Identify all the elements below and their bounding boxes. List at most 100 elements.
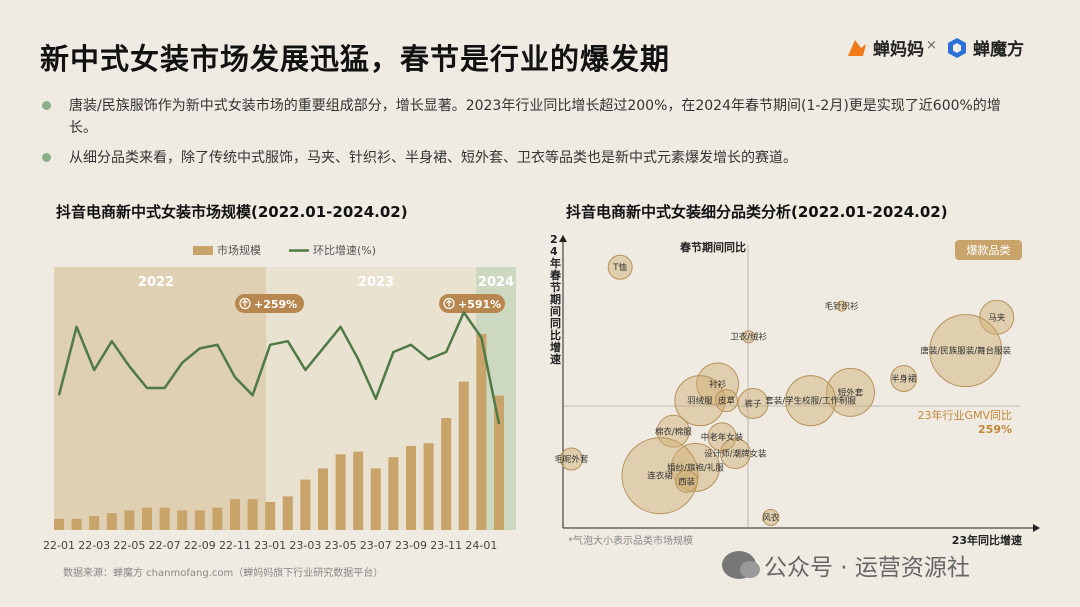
bubble-label: 短外套 [838,387,864,398]
bubble-label: 皮草 [718,396,736,407]
bullet-item: 唐装/民族服饰作为新中式女装市场的重要组成部分，增长显著。2023年行业同比增长… [42,95,1022,139]
category-bubble [890,364,918,392]
x-tick-label: 22-09 [184,539,216,552]
category-bubble [785,375,837,427]
x-tick-label: 22-01 [43,539,75,552]
x-tick-label: 22-03 [78,539,110,552]
market-size-bar [89,516,100,530]
arrow-up-icon [239,297,251,310]
hot-category-badge: 爆款品类 [955,240,1022,260]
growth-badge: +259% [235,294,304,313]
category-bubble [719,438,751,469]
bullet-item: 从细分品类来看，除了传统中式服饰，马夹、针织衫、半身裙、短外套、卫衣等品类也是新… [42,147,1022,169]
bubble-size-note: *气泡大小表示品类市场规模 [568,534,693,547]
bullet-text: 唐装/民族服饰作为新中式女装市场的重要组成部分，增长显著。2023年行业同比增长… [69,98,1001,136]
market-size-chart: 2022 2023 2024 +259% +591% 市场规模 环比增速(%) … [43,243,516,552]
market-size-bar [406,446,416,530]
growth-badge: +591% [439,294,505,313]
center-y-label: 春节期间同比 [680,240,746,254]
chart-legend: 市场规模 环比增速(%) [193,243,376,257]
market-size-bar [106,513,117,530]
market-size-bar [247,499,258,530]
center-x-label: 23年行业GMV同比 [917,408,1012,422]
x-tick-label: 23-05 [325,539,357,552]
category-bubble [607,254,633,280]
right-chart-title: 抖音电商新中式女装细分品类分析(2022.01-2024.02) [566,203,948,221]
wechat-icon [722,551,760,579]
bubble-label: 设计师/潮牌女装 [704,449,767,460]
market-size-bar [300,479,311,530]
category-bubble [762,508,780,526]
page-title: 新中式女装市场发展迅猛，春节是行业的爆发期 [40,42,671,76]
market-size-bar [54,518,64,530]
market-size-bar [335,454,346,530]
category-bubble [670,442,720,492]
bubble-label: 马夹 [988,312,1006,323]
category-bubble [656,414,690,448]
bubble-label: 毛针织衫 [825,301,860,312]
left-chart-title: 抖音电商新中式女装市场规模(2022.01-2024.02) [56,203,408,221]
x-tick-label: 22-11 [219,539,251,552]
bubble-label: 西装 [678,476,696,487]
market-size-bar [177,510,188,530]
growth-badge-label: +591% [458,298,501,311]
x-axis-label: 23年同比增速 [952,533,1022,547]
bubble-label: 衬衫 [709,379,727,390]
category-bubble [707,422,737,452]
market-size-bar [476,334,487,530]
market-size-bar [458,381,469,530]
bullet-dot [42,153,51,162]
category-bubble [929,314,1003,388]
market-size-bar [441,418,452,530]
market-size-bar [194,510,205,530]
growth-rate-line [57,311,501,425]
market-size-bar [212,507,223,530]
watermark: 公众号 · 运营资源社 [722,548,970,582]
x-tick-label: 23-11 [430,539,462,552]
bubble-label: 婚纱/旗袍/礼服 [667,462,724,473]
chanmama-logo-icon [848,39,866,56]
period-label: 2023 [358,275,394,290]
bubble-label: 棉衣/棉服 [655,426,692,437]
market-size-bar [142,507,152,530]
category-bubble [621,437,699,515]
market-size-bar [71,518,82,530]
bullet-text: 从细分品类来看，除了传统中式服饰，马夹、针织衫、半身裙、短外套、卫衣等品类也是新… [69,150,797,166]
market-size-bar [370,468,381,530]
chanmofang-logo-text: 蝉魔方 [973,40,1024,60]
category-bubble [714,389,738,413]
y-axis-label: 2 4 年春节期间同比增速 [550,233,562,366]
x-tick-label: 22-05 [113,539,145,552]
center-x-value: 259% [978,423,1012,436]
market-size-bar [318,468,328,530]
chanmama-logo: 蝉妈妈 [845,35,924,60]
market-size-bar [230,499,240,530]
market-size-bar [265,502,276,530]
hot-category-badge-label: 爆款品类 [967,243,1011,257]
market-size-bar [353,451,364,530]
legend-label: 市场规模 [217,243,261,257]
market-size-bar [494,395,504,530]
chanmofang-logo-icon [948,37,966,58]
bubble-label: 唐装/民族服装/舞台服装 [920,346,1011,357]
bubble-label: 风衣 [762,512,780,523]
category-bubble [836,300,848,312]
bubble-label: 卫衣/绒衫 [730,332,767,343]
x-tick-label: 22-07 [149,539,181,552]
category-bubble-chart: 2 4 年春节期间同比增速 23年同比增速 春节期间同比 23年行业GMV同比 25… [550,233,1040,547]
bubble-label: 毛呢外套 [554,454,589,465]
period-label: 2022 [138,275,174,290]
x-tick-label: 23-09 [395,539,427,552]
source-note: 数据来源：蝉魔方 chanmofang.com（蝉妈妈旗下行业研究数据平台） [63,568,384,579]
market-size-bar [159,507,170,530]
x-tick-label: 23-01 [254,539,286,552]
watermark-text: 公众号 · 运营资源社 [764,555,970,581]
market-size-bar [423,443,434,530]
category-bubble [674,375,726,427]
chanmama-logo-text: 蝉妈妈 [873,40,924,60]
category-bubble [742,330,756,344]
x-tick-label: 23-07 [360,539,392,552]
category-bubble [675,469,699,493]
market-size-bar [124,510,135,530]
market-size-bar [282,496,293,530]
